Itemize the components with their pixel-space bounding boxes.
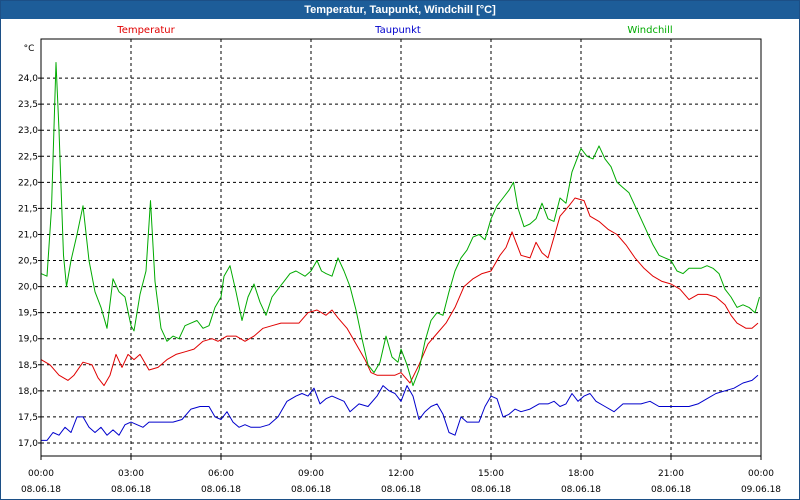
y-tick-label: 20,0 [18,283,38,293]
y-tick-label: 21,0 [18,230,38,240]
x-tick-date: 08.06.18 [111,485,151,495]
y-axis-ticks: 17,0 17,5 18,0 18,5 19,0 19,5 20,0 20,5 21,0 21,5… [18,44,41,449]
y-tick-label: 17,5 [18,413,38,423]
x-tick-time: 00:00 [28,469,54,479]
series-line-temperatur [40,197,759,387]
window-title: Temperatur, Taupunkt, Windchill [°C] [1,1,799,19]
x-tick-time: 09:00 [298,469,324,479]
series-lines [40,62,760,441]
x-axis-ticks: 00:00 08.06.18 03:00 08.06.18 06:00 08.06.18 0… [21,456,781,495]
legend-windchill: Windchill [627,25,672,36]
y-tick-label: 19,0 [18,335,38,345]
x-tick-date: 08.06.18 [471,485,511,495]
grid [41,39,761,456]
x-tick-time: 18:00 [568,469,594,479]
y-axis-unit: °C [24,44,35,54]
y-tick-label: 23,0 [18,126,38,136]
y-tick-label: 21,5 [18,204,38,214]
series-line-windchill [40,62,760,387]
x-tick-time: 15:00 [478,469,504,479]
x-tick-date: 08.06.18 [291,485,331,495]
legend-temperatur: Temperatur [116,25,175,36]
line-chart: 17,0 17,5 18,0 18,5 19,0 19,5 20,0 20,5 21,0 21,5… [18,25,781,495]
x-tick-time: 12:00 [388,469,414,479]
series-line-taupunkt [41,374,759,441]
y-tick-label: 23,5 [18,100,38,110]
x-tick-time: 00:00 [748,469,774,479]
x-tick-date: 08.06.18 [381,485,421,495]
y-tick-label: 17,0 [18,439,38,449]
y-tick-label: 22,5 [18,152,38,162]
x-tick-time: 06:00 [208,469,234,479]
x-tick-date: 08.06.18 [651,485,691,495]
y-tick-label: 24,0 [18,74,38,84]
y-tick-label: 19,5 [18,309,38,319]
x-tick-date: 08.06.18 [201,485,241,495]
x-tick-time: 21:00 [658,469,684,479]
plot-frame [40,38,762,457]
x-tick-time: 03:00 [118,469,144,479]
y-tick-label: 18,5 [18,361,38,371]
x-tick-date: 09.06.18 [741,485,781,495]
y-tick-label: 22,0 [18,178,38,188]
x-tick-date: 08.06.18 [561,485,601,495]
y-tick-label: 18,0 [18,387,38,397]
legend: Temperatur Taupunkt Windchill [116,25,672,36]
y-tick-label: 20,5 [18,257,38,267]
x-tick-date: 08.06.18 [21,485,61,495]
legend-taupunkt: Taupunkt [374,25,421,36]
